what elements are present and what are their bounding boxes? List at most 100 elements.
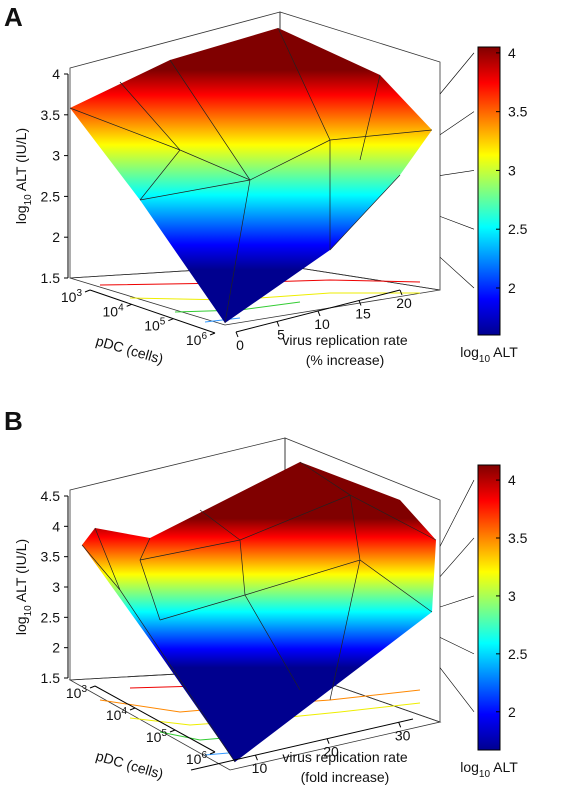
x-tick-label: 105: [144, 317, 166, 334]
surface-mesh: [69, 27, 433, 324]
wall-grid: [439, 170, 475, 176]
wall-grid: [439, 479, 475, 547]
tick-base: 10: [146, 729, 162, 745]
contour: [204, 317, 241, 323]
label-subscript: 10: [479, 354, 491, 365]
axis-label: log10 ALT (IU/L): [13, 128, 34, 224]
tick-exponent: 4: [118, 302, 124, 313]
wall-grid: [439, 52, 475, 95]
label-text: ALT: [490, 344, 518, 360]
z-tick-label: 2: [52, 229, 60, 245]
y-tick-label: 20: [323, 744, 339, 760]
tick-base: 10: [186, 332, 202, 348]
y-tick-label: 10: [252, 760, 268, 776]
wall-grid: [439, 595, 475, 608]
x-tick: [209, 751, 216, 755]
tick-base: 10: [61, 289, 77, 305]
x-tick-label: 103: [66, 684, 88, 701]
panel-label: A: [4, 2, 23, 32]
label-text: ALT (IU/L): [13, 539, 29, 605]
y-tick: [254, 755, 258, 761]
z-tick-label: 4: [52, 66, 60, 82]
tick-base: 10: [106, 707, 122, 723]
z-tick-label: 3: [52, 579, 60, 595]
colorbar-tick-label: 3: [508, 588, 516, 604]
z-tick-label: 1.5: [41, 270, 61, 286]
colorbar: [477, 464, 501, 751]
axis-label: log10 ALT: [460, 344, 518, 365]
y-tick: [398, 722, 402, 728]
x-axis-label: pDC (cells): [94, 748, 165, 782]
colorbar-tick-label: 2.5: [508, 221, 528, 237]
label-text: log: [460, 759, 479, 775]
x-tick-label: 104: [103, 302, 125, 319]
y-axis-label: virus replication rate: [282, 749, 407, 765]
y-tick: [399, 289, 403, 296]
label-text: ALT: [490, 759, 518, 775]
colorbar-tick-label: 2: [508, 704, 516, 720]
y-tick: [317, 310, 321, 317]
x-tick: [209, 332, 216, 336]
label-subscript: 10: [23, 605, 34, 617]
colorbar-tick-label: 3.5: [508, 530, 528, 546]
colorbar-tick-label: 4: [508, 45, 516, 61]
z-tick-label: 4: [52, 518, 60, 534]
axis-label: log10 ALT: [460, 759, 518, 780]
x-tick-label: 105: [146, 728, 168, 745]
colorbar-tick-label: 2.5: [508, 646, 528, 662]
wall-grid: [439, 537, 475, 577]
contour: [129, 292, 420, 301]
x-tick: [89, 685, 96, 689]
label-subscript: 10: [479, 769, 491, 780]
label-text: log: [460, 344, 479, 360]
y-tick-label: 10: [314, 316, 330, 332]
y-tick: [235, 331, 239, 338]
tick-exponent: 5: [161, 728, 167, 739]
label-text: log: [13, 616, 29, 635]
tick-exponent: 4: [121, 706, 127, 717]
surface: [82, 462, 436, 762]
z-tick-label: 3.5: [41, 549, 61, 565]
wall-grid: [439, 216, 475, 230]
colorbar-tick-label: 3.5: [508, 104, 528, 120]
y-tick-label: 20: [396, 295, 412, 311]
tick-base: 10: [103, 303, 119, 319]
tick-exponent: 5: [160, 317, 166, 328]
colorbar-tick-label: 4: [508, 472, 516, 488]
x-tick-label: 106: [186, 750, 208, 767]
x-tick: [129, 707, 136, 711]
label-text: ALT (IU/L): [13, 128, 29, 194]
x-tick-label: 104: [106, 706, 128, 723]
tick-exponent: 3: [76, 288, 82, 299]
y-axis: [190, 718, 414, 771]
y-tick: [326, 738, 330, 744]
y-axis-label: (% increase): [306, 352, 385, 368]
surface-mesh: [81, 461, 437, 763]
tick-base: 10: [186, 751, 202, 767]
wall-grid: [439, 637, 475, 655]
colorbar: [477, 46, 501, 336]
tick-exponent: 3: [81, 684, 87, 695]
x-axis: [94, 685, 216, 753]
colorbar-tick-label: 3: [508, 162, 516, 178]
x-tick: [84, 289, 91, 293]
wall-grid: [439, 256, 475, 289]
label-text: log: [13, 205, 29, 224]
y-tick: [358, 300, 362, 306]
y-tick-label: 5: [277, 327, 285, 343]
axis-label: log10 ALT (IU/L): [13, 539, 34, 635]
x-tick-label: 106: [186, 331, 208, 348]
surface: [70, 28, 432, 323]
y-axis-label: virus replication rate: [282, 332, 407, 348]
y-axis-label: (fold increase): [301, 769, 390, 785]
z-tick-label: 2.5: [41, 609, 61, 625]
wall-grid: [439, 667, 475, 712]
x-tick: [169, 729, 176, 733]
tick-exponent: 6: [201, 750, 207, 761]
x-axis-label: pDC (cells): [94, 333, 165, 367]
x-tick: [168, 318, 174, 322]
z-tick-label: 1.5: [41, 670, 61, 686]
